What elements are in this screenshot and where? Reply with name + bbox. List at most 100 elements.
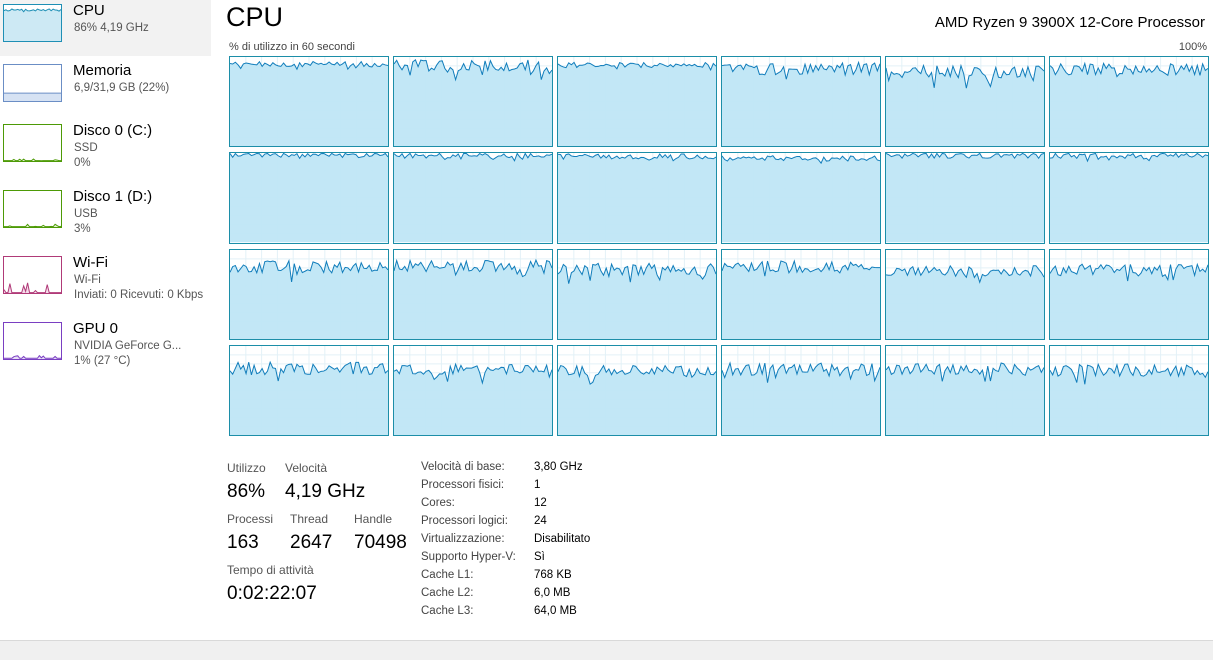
logical-processor-graph bbox=[1049, 248, 1209, 340]
core-usage-area bbox=[886, 362, 1044, 435]
handles-value: 70498 bbox=[354, 532, 407, 553]
sidebar-item-title: Disco 0 (C:) bbox=[73, 122, 153, 139]
core-usage-line bbox=[1050, 262, 1208, 281]
sidebar-item-subtitle: Wi-Fi bbox=[74, 274, 101, 286]
logical-processor-graph bbox=[557, 152, 717, 244]
sidebar-item-subtitle: SSD bbox=[74, 142, 98, 154]
page-title: CPU bbox=[226, 2, 284, 32]
logical-processor-graph bbox=[557, 248, 717, 340]
sidebar-item-cpu[interactable]: CPU 86% 4,19 GHz bbox=[0, 0, 211, 56]
sidebar-item-title: GPU 0 bbox=[73, 320, 119, 337]
core-usage-line bbox=[230, 258, 388, 282]
graph-caption: % di utilizzo in 60 secondi bbox=[229, 41, 355, 53]
core-usage-line bbox=[558, 153, 716, 162]
gpu-0-thumbnail-graph bbox=[3, 322, 62, 360]
core-usage-line bbox=[230, 360, 388, 381]
sidebar-item-title: Memoria bbox=[73, 62, 132, 79]
info-value: 64,0 MB bbox=[534, 605, 577, 617]
bottom-bar bbox=[0, 640, 1213, 660]
uptime-value: 0:02:22:07 bbox=[227, 583, 317, 604]
core-usage-area bbox=[394, 153, 552, 243]
logical-processor-graph bbox=[557, 344, 717, 436]
sidebar-item-subtitle: 6,9/31,9 GB (22%) bbox=[74, 82, 170, 94]
core-usage-line bbox=[722, 60, 880, 80]
info-value: 6,0 MB bbox=[534, 587, 571, 599]
core-usage-line bbox=[886, 153, 1044, 160]
sidebar-item-disk-0[interactable]: Disco 0 (C:) SSD 0% bbox=[0, 120, 211, 176]
core-usage-line bbox=[886, 362, 1044, 382]
thumbnail-usage-area bbox=[4, 93, 61, 101]
info-label: Cache L1: bbox=[421, 569, 474, 581]
core-usage-line bbox=[230, 60, 388, 71]
info-value: 24 bbox=[534, 515, 547, 527]
processor-name: AMD Ryzen 9 3900X 12-Core Processor bbox=[934, 14, 1205, 31]
logical-processor-graph bbox=[721, 56, 881, 148]
core-usage-area bbox=[722, 62, 880, 147]
logical-processor-graphs[interactable] bbox=[229, 56, 1209, 436]
core-usage-area bbox=[558, 365, 716, 435]
info-label: Processori fisici: bbox=[421, 479, 505, 491]
core-usage-area bbox=[722, 155, 880, 243]
sidebar-item-gpu-0[interactable]: GPU 0 NVIDIA GeForce G... 1% (27 °C) bbox=[0, 318, 211, 374]
info-value: 768 KB bbox=[534, 569, 572, 581]
core-usage-area bbox=[230, 361, 388, 435]
logical-processor-graph bbox=[393, 248, 553, 340]
core-usage-area bbox=[722, 260, 880, 339]
info-value: Sì bbox=[534, 551, 545, 563]
sidebar-item-memory[interactable]: Memoria 6,9/31,9 GB (22%) bbox=[0, 60, 211, 116]
sidebar-item-disk-1[interactable]: Disco 1 (D:) USB 3% bbox=[0, 186, 211, 242]
processes-label: Processi bbox=[227, 512, 274, 526]
sidebar-item-subtitle-2: Inviati: 0 Ricevuti: 0 Kbps bbox=[74, 289, 204, 301]
graph-max-label: 100% bbox=[1178, 41, 1207, 53]
info-label: Processori logici: bbox=[421, 515, 508, 527]
logical-processor-graph bbox=[721, 152, 881, 244]
speed-value: 4,19 GHz bbox=[285, 481, 366, 502]
core-usage-area bbox=[558, 154, 716, 243]
thumbnail-usage-line bbox=[4, 8, 61, 13]
core-usage-line bbox=[394, 362, 552, 385]
thumbnail-usage-line bbox=[4, 223, 61, 227]
speed-label: Velocità bbox=[285, 461, 328, 475]
info-label: Cache L2: bbox=[421, 587, 474, 599]
core-usage-line bbox=[722, 155, 880, 165]
utilization-label: Utilizzo bbox=[227, 461, 266, 475]
logical-processor-graph bbox=[229, 248, 389, 340]
sidebar-item-subtitle: 86% 4,19 GHz bbox=[74, 22, 149, 34]
core-usage-area bbox=[394, 259, 552, 339]
info-label: Virtualizzazione: bbox=[421, 533, 505, 545]
core-usage-area bbox=[230, 153, 388, 243]
logical-processor-graph bbox=[885, 248, 1045, 340]
core-usage-line bbox=[558, 61, 716, 72]
logical-processor-graph bbox=[229, 152, 389, 244]
sidebar-item-subtitle-2: 0% bbox=[74, 157, 91, 169]
wifi-thumbnail-graph bbox=[3, 256, 62, 294]
disk-1-thumbnail-graph bbox=[3, 190, 62, 228]
logical-processor-graph bbox=[1049, 56, 1209, 148]
core-usage-area bbox=[722, 362, 880, 435]
core-usage-area bbox=[1050, 153, 1208, 243]
core-usage-line bbox=[1050, 61, 1208, 78]
logical-processor-graph bbox=[885, 56, 1045, 148]
sidebar-item-wifi[interactable]: Wi-Fi Wi-Fi Inviati: 0 Ricevuti: 0 Kbps bbox=[0, 252, 211, 308]
core-usage-line bbox=[1050, 362, 1208, 385]
core-usage-line bbox=[558, 363, 716, 385]
info-label: Velocità di base: bbox=[421, 461, 505, 473]
sidebar-item-subtitle: NVIDIA GeForce G... bbox=[74, 340, 182, 352]
core-usage-line bbox=[722, 258, 880, 276]
info-label: Supporto Hyper-V: bbox=[421, 551, 516, 563]
info-value: 1 bbox=[534, 479, 541, 491]
core-usage-line bbox=[558, 261, 716, 284]
core-usage-line bbox=[394, 153, 552, 163]
logical-processor-graph bbox=[557, 56, 717, 148]
core-usage-area bbox=[1050, 363, 1208, 435]
logical-processor-graph bbox=[393, 56, 553, 148]
logical-processor-graph bbox=[229, 344, 389, 436]
logical-processor-graph bbox=[229, 56, 389, 148]
logical-processor-graph bbox=[1049, 152, 1209, 244]
sidebar-item-subtitle: USB bbox=[74, 208, 98, 220]
core-usage-area bbox=[230, 61, 388, 147]
core-usage-line bbox=[886, 264, 1044, 284]
info-value: Disabilitato bbox=[534, 533, 591, 545]
sidebar-item-subtitle-2: 1% (27 °C) bbox=[74, 355, 131, 367]
logical-processor-graph bbox=[393, 344, 553, 436]
